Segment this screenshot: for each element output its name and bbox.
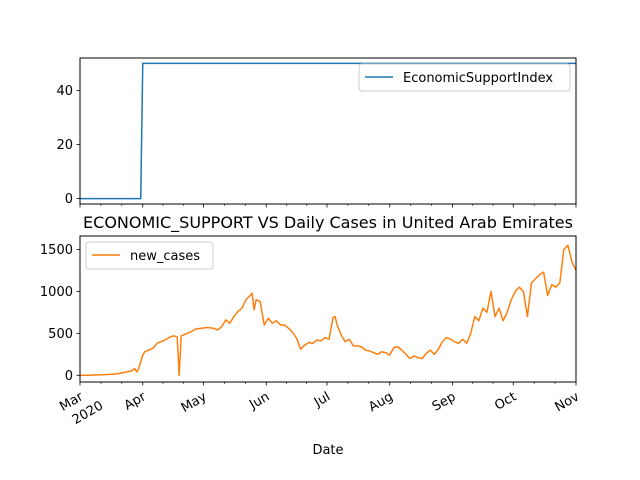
daily-cases-series-layer [80, 244, 577, 377]
daily-cases-y-tick-label: 500 [48, 327, 73, 342]
daily-cases-axes-frame [79, 235, 577, 383]
x-tick-label: Jun [246, 389, 272, 413]
economic-support-y-tick-label: 20 [56, 138, 73, 153]
x-tick-label: May [179, 389, 210, 416]
economic-support-y-ticks: 0 20 40 [56, 84, 80, 207]
economic-support-series-layer [80, 62, 576, 200]
economic-support-subplot: 0 20 40 EconomicSupportIndex [56, 57, 577, 208]
economic-support-series-line-0 [80, 62, 576, 200]
daily-cases-y-tick-label: 1500 [40, 243, 73, 258]
daily-cases-y-tick-label: 0 [65, 369, 73, 384]
x-tick-label: Oct [492, 389, 519, 413]
daily-cases-y-tick-label: 1000 [40, 285, 73, 300]
x-axis-label: Date [312, 443, 343, 458]
x-tick-label: Jul [311, 389, 333, 410]
daily-cases-title: ECONOMIC_SUPPORT VS Daily Cases in Unite… [83, 213, 573, 233]
x-tick-label: Aug [366, 389, 395, 415]
daily-cases-series-line-0 [80, 244, 577, 377]
daily-cases-subplot: ECONOMIC_SUPPORT VS Daily Cases in Unite… [40, 213, 582, 458]
x-tick-label: Sep [430, 389, 459, 414]
economic-support-legend: EconomicSupportIndex [358, 63, 571, 92]
economic-support-legend-box [358, 63, 571, 92]
daily-cases-y-ticks: 0 500 1000 1500 [40, 243, 80, 384]
economic-support-y-tick-label: 0 [65, 192, 73, 207]
economic-support-x-ticks [79, 204, 577, 208]
economic-support-y-tick-label: 40 [56, 84, 73, 99]
daily-cases-legend-label: new_cases [130, 249, 200, 264]
daily-cases-legend: new_cases [85, 241, 214, 270]
economic-support-axes-frame [79, 57, 577, 205]
x-tick-label: Apr [122, 389, 150, 414]
daily-cases-legend-box [85, 241, 214, 270]
x-tick-label: Nov [553, 389, 583, 415]
economic-support-legend-label: EconomicSupportIndex [403, 71, 553, 86]
